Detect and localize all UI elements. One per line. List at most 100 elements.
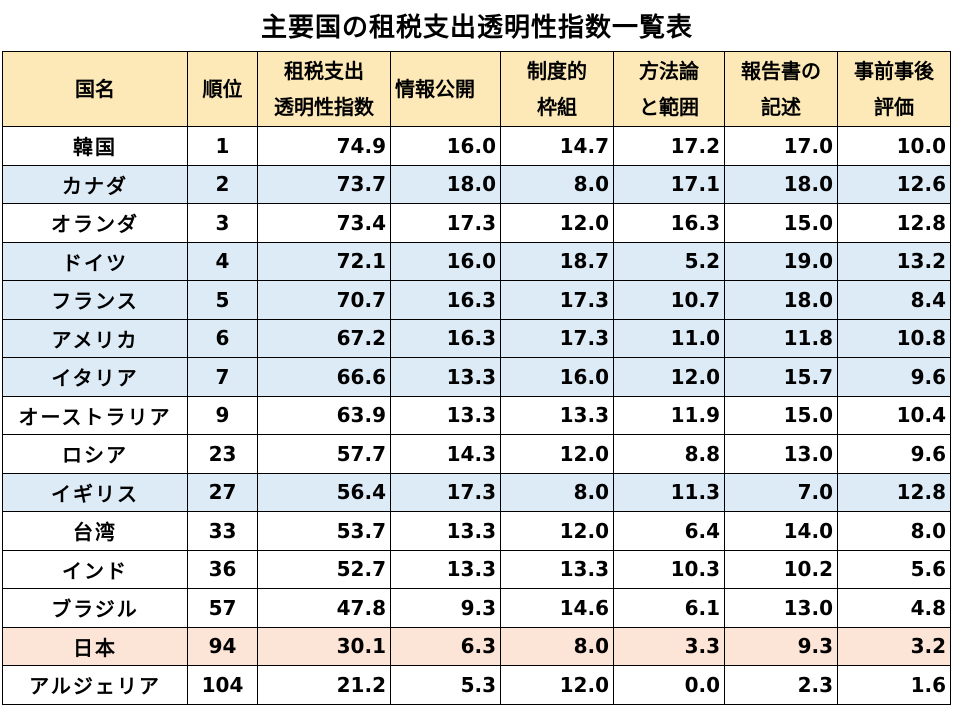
value-cell: 5.2	[613, 241, 725, 281]
value-cell: 13.3	[390, 395, 501, 435]
table-row: インド 36 52.7 13.3 13.3 10.3 10.2 5.6	[2, 549, 951, 589]
value-cell: 10.8	[837, 318, 951, 358]
value-cell: 13.2	[837, 241, 951, 281]
value-cell: 56.4	[257, 472, 391, 512]
value-cell: 8.4	[837, 280, 951, 320]
value-cell: 17.3	[390, 203, 501, 243]
header-country: 国名	[2, 51, 188, 127]
country-cell: フランス	[2, 280, 188, 320]
table-row: フランス 5 70.7 16.3 17.3 10.7 18.0 8.4	[2, 280, 951, 320]
value-cell: 72.1	[257, 241, 391, 281]
header-row: 国名 順位 租税支出 透明性指数 情報公開 制度的 枠組 方法論 と範囲 報告書の 記述 事前事後 評価	[2, 51, 951, 127]
tax-expenditure-table: 国名 順位 租税支出 透明性指数 情報公開 制度的 枠組 方法論 と範囲 報告書の 記述 事前事後 評価…	[2, 51, 951, 705]
value-cell: 16.3	[390, 280, 501, 320]
value-cell: 18.7	[500, 241, 614, 281]
value-cell: 10.0	[837, 126, 951, 166]
value-cell: 9.3	[724, 626, 838, 666]
value-cell: 5.3	[390, 665, 501, 705]
table-row: アルジェリア 104 21.2 5.3 12.0 0.0 2.3 1.6	[2, 665, 951, 705]
value-cell: 19.0	[724, 241, 838, 281]
value-cell: 9.6	[837, 357, 951, 397]
header-line: 国名	[75, 77, 115, 101]
country-cell: アメリカ	[2, 318, 188, 358]
value-cell: 63.9	[257, 395, 391, 435]
value-cell: 73.7	[257, 164, 391, 204]
value-cell: 14.6	[500, 588, 614, 628]
value-cell: 7.0	[724, 472, 838, 512]
value-cell: 47.8	[257, 588, 391, 628]
rank-cell: 2	[187, 164, 258, 204]
value-cell: 10.7	[613, 280, 725, 320]
value-cell: 8.0	[500, 626, 614, 666]
value-cell: 14.0	[724, 511, 838, 551]
value-cell: 8.0	[837, 511, 951, 551]
table-row: ブラジル 57 47.8 9.3 14.6 6.1 13.0 4.8	[2, 588, 951, 628]
value-cell: 10.4	[837, 395, 951, 435]
value-cell: 6.1	[613, 588, 725, 628]
table-row: ロシア 23 57.7 14.3 12.0 8.8 13.0 9.6	[2, 434, 951, 474]
value-cell: 13.3	[500, 395, 614, 435]
table-row: イギリス 27 56.4 17.3 8.0 11.3 7.0 12.8	[2, 472, 951, 512]
country-cell: 台湾	[2, 511, 188, 551]
header-line: 事前事後	[854, 59, 934, 83]
header-line: 租税支出	[284, 59, 364, 83]
value-cell: 52.7	[257, 549, 391, 589]
header-line: と範囲	[639, 95, 699, 119]
value-cell: 17.3	[390, 472, 501, 512]
value-cell: 13.0	[724, 434, 838, 474]
value-cell: 6.3	[390, 626, 501, 666]
value-cell: 21.2	[257, 665, 391, 705]
country-cell: インド	[2, 549, 188, 589]
country-cell: カナダ	[2, 164, 188, 204]
value-cell: 66.6	[257, 357, 391, 397]
value-cell: 70.7	[257, 280, 391, 320]
rank-cell: 33	[187, 511, 258, 551]
value-cell: 5.6	[837, 549, 951, 589]
country-cell: 韓国	[2, 126, 188, 166]
rank-cell: 104	[187, 665, 258, 705]
value-cell: 13.3	[390, 549, 501, 589]
value-cell: 0.0	[613, 665, 725, 705]
value-cell: 14.7	[500, 126, 614, 166]
value-cell: 16.3	[390, 318, 501, 358]
value-cell: 9.6	[837, 434, 951, 474]
table-row: 台湾 33 53.7 13.3 12.0 6.4 14.0 8.0	[2, 511, 951, 551]
country-cell: 日本	[2, 626, 188, 666]
rank-cell: 7	[187, 357, 258, 397]
value-cell: 6.4	[613, 511, 725, 551]
header-line: 情報公開	[395, 77, 475, 101]
rank-cell: 6	[187, 318, 258, 358]
value-cell: 11.3	[613, 472, 725, 512]
value-cell: 13.3	[390, 357, 501, 397]
value-cell: 17.3	[500, 318, 614, 358]
header-line: 評価	[874, 95, 914, 119]
value-cell: 10.3	[613, 549, 725, 589]
value-cell: 53.7	[257, 511, 391, 551]
value-cell: 12.8	[837, 203, 951, 243]
value-cell: 8.0	[500, 164, 614, 204]
header-line: 方法論	[639, 59, 699, 83]
value-cell: 8.8	[613, 434, 725, 474]
table-row: 日本 94 30.1 6.3 8.0 3.3 9.3 3.2	[2, 626, 951, 666]
value-cell: 57.7	[257, 434, 391, 474]
table-row: カナダ 2 73.7 18.0 8.0 17.1 18.0 12.6	[2, 164, 951, 204]
country-cell: イタリア	[2, 357, 188, 397]
rank-cell: 23	[187, 434, 258, 474]
table-title: 主要国の租税支出透明性指数一覧表	[260, 12, 693, 43]
rank-cell: 5	[187, 280, 258, 320]
rank-cell: 3	[187, 203, 258, 243]
value-cell: 15.7	[724, 357, 838, 397]
table-row: アメリカ 6 67.2 16.3 17.3 11.0 11.8 10.8	[2, 318, 951, 358]
value-cell: 8.0	[500, 472, 614, 512]
header-report: 報告書の 記述	[724, 51, 838, 127]
value-cell: 67.2	[257, 318, 391, 358]
value-cell: 13.0	[724, 588, 838, 628]
header-framework: 制度的 枠組	[500, 51, 614, 127]
rank-cell: 9	[187, 395, 258, 435]
value-cell: 13.3	[390, 511, 501, 551]
header-line: 制度的	[527, 59, 587, 83]
header-rank: 順位	[187, 51, 258, 127]
value-cell: 12.6	[837, 164, 951, 204]
value-cell: 12.0	[500, 511, 614, 551]
value-cell: 14.3	[390, 434, 501, 474]
